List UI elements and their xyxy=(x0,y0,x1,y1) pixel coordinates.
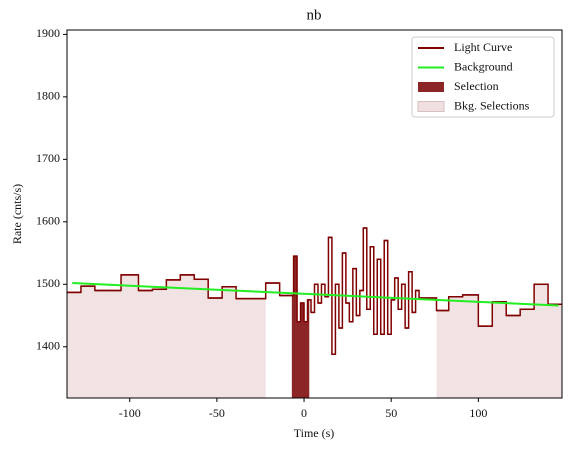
chart-title: nb xyxy=(307,7,322,23)
legend-swatch xyxy=(418,82,444,92)
y-tick-label: 1900 xyxy=(36,26,60,40)
x-axis-label: Time (s) xyxy=(294,426,335,440)
plot xyxy=(67,227,562,398)
selection xyxy=(291,256,310,398)
bkg-selection xyxy=(67,274,266,398)
x-tick-label: 50 xyxy=(385,406,397,420)
y-tick-label: 1400 xyxy=(36,339,60,353)
bkg-selection xyxy=(436,284,562,398)
background-line xyxy=(72,282,559,307)
x-tick-label: -100 xyxy=(119,406,141,420)
legend-label: Light Curve xyxy=(454,40,512,54)
y-tick-label: 1600 xyxy=(36,214,60,228)
y-tick-label: 1800 xyxy=(36,89,60,103)
plot-frame xyxy=(66,29,563,399)
y-tick-label: 1500 xyxy=(36,276,60,290)
legend-label: Selection xyxy=(454,79,499,93)
x-tick-label: -50 xyxy=(209,406,225,420)
legend-label: Bkg. Selections xyxy=(454,98,530,112)
y-axis-label: Rate (cnts/s) xyxy=(10,184,24,244)
legend-swatch xyxy=(417,101,445,112)
x-tick-label: 0 xyxy=(301,406,307,420)
legend-box xyxy=(411,36,555,118)
y-tick-label: 1700 xyxy=(36,151,60,165)
legend-label: Background xyxy=(454,59,513,73)
x-tick-label: 100 xyxy=(469,406,487,420)
